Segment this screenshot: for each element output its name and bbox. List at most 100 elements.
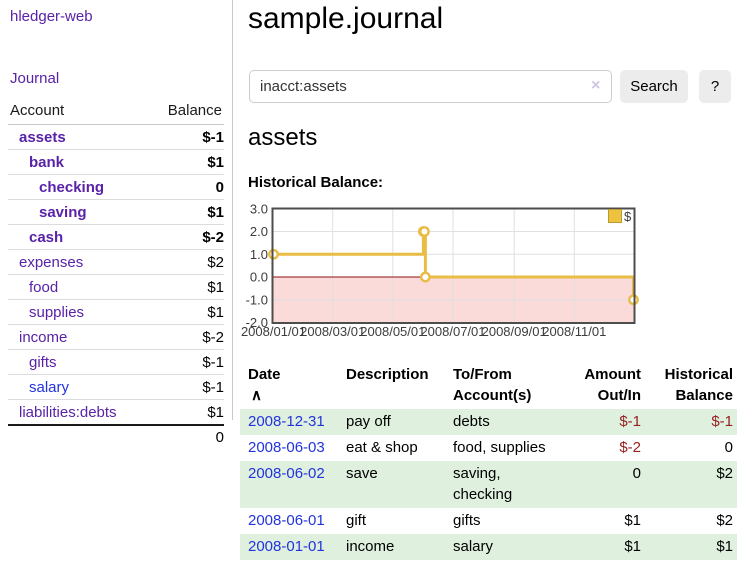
account-row: cash $-2 [8,224,224,250]
transaction-accounts: debts [453,413,490,430]
y-axis-tick: 3.0 [250,201,268,216]
transaction-balance: $-1 [711,413,733,430]
transaction-amount: $-2 [619,439,641,456]
transaction-description: eat & shop [346,439,418,456]
account-row: salary $-1 [8,374,224,400]
search-button[interactable]: Search [620,70,688,103]
sidebar-account-expenses[interactable]: expenses [19,253,84,271]
account-row: food $1 [8,274,224,300]
sidebar-account-cash[interactable]: cash [29,228,64,246]
column-header-balance: Historical Balance [664,366,733,404]
legend-swatch [608,209,622,223]
transaction-amount: $1 [624,538,641,555]
account-row: checking 0 [8,174,224,200]
sidebar-account-assets[interactable]: assets [19,128,66,146]
account-balance: $1 [148,399,224,425]
account-balance: $-2 [148,324,224,350]
register-row: 2008-06-01 gift gifts $1 $2 [240,508,737,534]
register-row: 2008-06-03 eat & shop food, supplies $-2… [240,435,737,461]
transaction-date-link[interactable]: 2008-12-31 [248,413,325,430]
account-balance: $1 [148,274,224,300]
accounts-header-balance: Balance [148,100,224,125]
account-balance: $-1 [148,374,224,400]
historical-balance-chart: 3.0 2.0 1.0 0.0 -1.0 -2.02008/01/012008/03/01… [241,201,639,339]
accounts-header-account: Account [8,100,149,125]
x-axis-tick: 2008/11/01 [542,324,606,339]
sidebar-account-bank[interactable]: bank [29,153,65,171]
sidebar-item-journal[interactable]: Journal [10,70,60,87]
data-point-marker [419,226,430,237]
sidebar-account-income[interactable]: income [19,328,68,346]
sidebar-account-food[interactable]: food [29,278,59,296]
sidebar-account-liabilities-debts[interactable]: liabilities:debts [19,403,117,421]
register-row: 2008-06-02 save saving, checking 0 $2 [240,461,737,508]
account-row: income $-2 [8,324,224,350]
account-row: expenses $2 [8,249,224,275]
x-axis-tick: 2008/05/01 [360,324,425,339]
transaction-date-link[interactable]: 2008-01-01 [248,538,325,555]
account-row: gifts $-1 [8,349,224,375]
account-row: liabilities:debts $1 [8,399,224,425]
sidebar-divider [232,0,233,420]
column-header-amount: Amount Out/In [584,366,641,404]
account-page-title: assets [248,124,318,151]
sidebar-account-checking[interactable]: checking [39,178,105,196]
sort-asc-icon: ∧ [251,387,262,404]
account-balance: $-1 [202,128,224,146]
column-header-accounts: To/From Account(s) [453,366,532,404]
y-axis-tick: -1.0 [246,292,268,307]
account-balance: $2 [148,249,224,275]
transaction-description: income [346,538,395,555]
y-axis-tick: -2.0 [246,315,268,330]
x-axis-tick: 2008/09/01 [482,324,547,339]
account-balance: $1 [148,149,224,175]
transaction-balance: $1 [716,538,733,555]
help-button[interactable]: ? [699,70,731,103]
transaction-balance: 0 [724,439,733,456]
account-balance: $-1 [148,349,224,375]
accounts-header-row: Account Balance [8,100,224,125]
column-header-description: Description [346,366,429,383]
sidebar-account-supplies[interactable]: supplies [29,303,85,321]
sort-by-date-link[interactable]: Date ∧ [248,366,334,406]
plot-border [271,207,636,324]
transaction-amount: $-1 [619,413,641,430]
page-title: sample.journal [248,2,444,35]
sidebar-account-saving[interactable]: saving [39,203,87,221]
sidebar-account-salary[interactable]: salary [29,378,70,396]
account-row: assets $-1 [8,125,224,150]
legend-label: $ [624,209,632,224]
clear-search-icon[interactable]: × [591,77,601,94]
x-axis-tick: 2008/01/01 [241,324,306,339]
transaction-date-link[interactable]: 2008-06-03 [248,439,325,456]
register-table: Date ∧ Description To/From Account(s) Amou… [240,361,737,560]
account-row: bank $1 [8,149,224,175]
register-header-row: Date ∧ Description To/From Account(s) Amou… [240,361,737,409]
transaction-date-link[interactable]: 2008-06-02 [248,465,325,482]
account-balance: 0 [148,174,224,200]
column-header-date: Date ∧ [240,361,338,409]
brand-link[interactable]: hledger-web [10,8,93,25]
account-balance: $1 [148,199,224,225]
accounts-table: Account Balance assets $-1 bank $1 check… [8,100,224,449]
transaction-amount: $1 [624,512,641,529]
y-axis-tick: 1.0 [250,247,268,262]
transaction-date-link[interactable]: 2008-06-01 [248,512,325,529]
search-input[interactable] [249,70,612,103]
x-axis-tick: 2008/07/01 [420,324,485,339]
register-row: 2008-12-31 pay off debts $-1 $-1 [240,409,737,435]
data-point-marker [419,271,431,283]
y-axis-tick: 2.0 [250,224,268,239]
account-row: supplies $1 [8,299,224,325]
transaction-description: pay off [346,413,391,430]
register-row: 2008-01-01 income salary $1 $1 [240,534,737,560]
sidebar-account-gifts[interactable]: gifts [29,353,57,371]
account-balance: $-2 [148,224,224,250]
transaction-balance: $2 [716,465,733,482]
accounts-total-row: 0 [8,424,224,449]
accounts-total-value: 0 [148,424,224,449]
transaction-balance: $2 [716,512,733,529]
transaction-accounts: salary [453,538,494,555]
x-axis-tick: 2008/03/01 [300,324,365,339]
transaction-accounts: food, supplies [453,439,546,456]
